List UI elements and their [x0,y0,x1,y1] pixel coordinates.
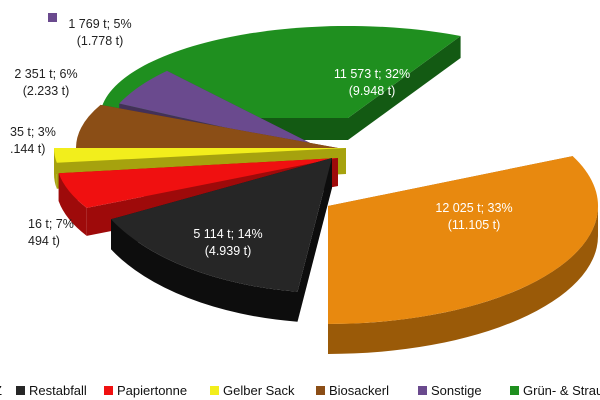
legend-item: Restabfall [16,383,87,398]
slice-label-value: 1 769 t; 5% [68,17,131,31]
slice-label-value: 5 114 t; 14% [193,227,262,241]
legend-label: Grün- & Strauch [523,383,600,398]
legend-label: Restabfall [29,383,87,398]
pie-slice-top [119,70,324,150]
pie-slice-top [58,158,338,208]
pie-slice [111,158,332,322]
pie-slice [328,156,599,354]
legend-item: Papiertonne [104,383,187,398]
legend-label: Z [0,383,2,398]
legend-item: Grün- & Strauch [510,383,600,398]
legend-item: Gelber Sack [210,383,295,398]
slice-label-previous: (2.233 t) [23,84,70,98]
slice-label-previous: 494 t) [28,234,60,248]
pie-slices [53,25,599,354]
slice-label-value: 2 351 t; 6% [14,67,77,81]
slice-label-previous: (4.939 t) [205,244,252,258]
legend-item: Z [0,383,2,398]
pie-slice-top [111,158,332,292]
legend-label: Sonstige [431,383,482,398]
pie-slice-rim [53,148,57,189]
slice-labels: 11 573 t; 32% (9.948 t) 12 025 t; 33% (11.1… [10,13,513,258]
legend-item: Biosackerl [316,383,389,398]
pie-slice-rim [328,206,598,354]
slice-label-value: 12 025 t; 33% [435,201,512,215]
legend-swatch [316,386,325,395]
legend-label: Papiertonne [117,383,187,398]
slice-label-value: 16 t; 7% [28,217,74,231]
pie-slice-wall [348,36,461,140]
legend-label: Biosackerl [329,383,389,398]
legend-swatch [210,386,219,395]
legend-label: Gelber Sack [223,383,295,398]
pie-slice-top [53,148,346,163]
legend: Z Restabfall Papiertonne Gelber Sack Biosack… [0,383,600,398]
pie-slice-rim [111,219,298,322]
pie-slice-rim [58,173,87,236]
legend-swatch [418,386,427,395]
pie-slice-wall [297,158,332,322]
slice-label-value: 11 573 t; 32% [334,67,410,81]
pie-slice-top [75,104,338,148]
legend-swatch [16,386,25,395]
pie-slice-top [328,156,599,325]
slice-label-previous: (11.105 t) [448,218,501,232]
legend-swatch [104,386,113,395]
slice-label-value: 35 t; 3% [10,125,56,139]
slice-label-previous: (9.948 t) [349,84,396,98]
legend-item: Sonstige [418,383,482,398]
legend-swatch [510,386,519,395]
sonstige-label-marker [48,13,57,22]
slice-label-previous: (1.778 t) [77,34,124,48]
slice-label-previous: .144 t) [10,142,45,156]
